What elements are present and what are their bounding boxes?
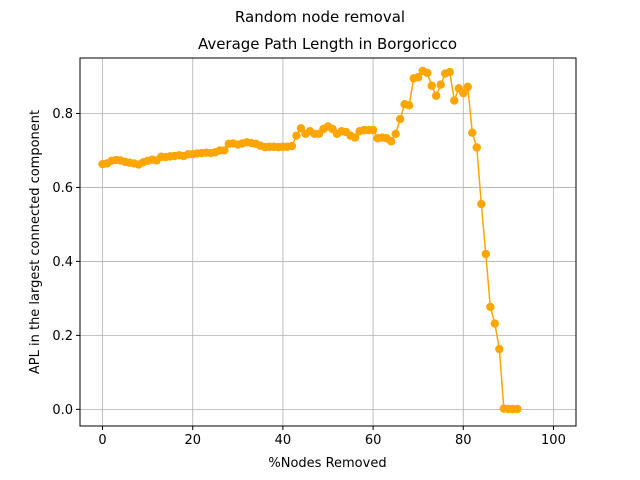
y-tick-label: 0.4 xyxy=(52,255,73,270)
plot-frame xyxy=(79,57,577,427)
data-point xyxy=(413,73,423,82)
data-point xyxy=(220,146,229,155)
grid xyxy=(80,58,576,426)
data-point xyxy=(490,319,500,328)
x-tick-label: 100 xyxy=(541,433,566,448)
y-tick-label: 0.6 xyxy=(52,181,73,196)
data-point xyxy=(463,82,472,92)
data-point xyxy=(450,96,459,105)
x-tick-label: 20 xyxy=(184,433,201,448)
chart-title: Average Path Length in Borgoricco xyxy=(198,35,457,53)
data-point xyxy=(472,143,481,152)
data-point xyxy=(481,249,491,259)
data-point xyxy=(391,129,400,139)
series-apl xyxy=(98,66,522,414)
data-point xyxy=(404,101,414,110)
data-point xyxy=(495,344,504,354)
y-tick-label: 0.8 xyxy=(52,107,73,122)
data-point xyxy=(486,302,495,312)
axis-ticks: 0 20 40 60 80 100 0.0 0.2 0.4 0.6 0.8 xyxy=(52,107,566,448)
data-point xyxy=(395,114,405,124)
x-tick-label: 0 xyxy=(98,433,106,448)
data-point xyxy=(292,131,301,140)
y-tick-label: 0.2 xyxy=(52,329,73,344)
y-axis-label: APL in the largest connected component xyxy=(28,110,43,374)
data-point xyxy=(477,199,486,209)
data-point xyxy=(459,88,468,98)
data-point xyxy=(468,128,477,137)
data-point xyxy=(423,68,432,77)
data-point xyxy=(386,137,396,146)
data-point xyxy=(296,124,306,133)
chart-suptitle: Random node removal xyxy=(235,8,405,26)
data-point xyxy=(350,133,360,142)
data-point xyxy=(445,67,454,77)
x-tick-label: 80 xyxy=(455,433,472,448)
x-tick-label: 40 xyxy=(275,433,292,448)
y-tick-label: 0.0 xyxy=(52,403,73,418)
data-point xyxy=(287,141,297,151)
data-point xyxy=(427,81,436,90)
data-point xyxy=(513,404,522,414)
x-tick-label: 60 xyxy=(365,433,382,448)
data-point xyxy=(368,125,378,135)
x-axis-label: %Nodes Removed xyxy=(268,456,386,471)
data-point xyxy=(436,80,445,89)
data-point xyxy=(432,91,441,100)
